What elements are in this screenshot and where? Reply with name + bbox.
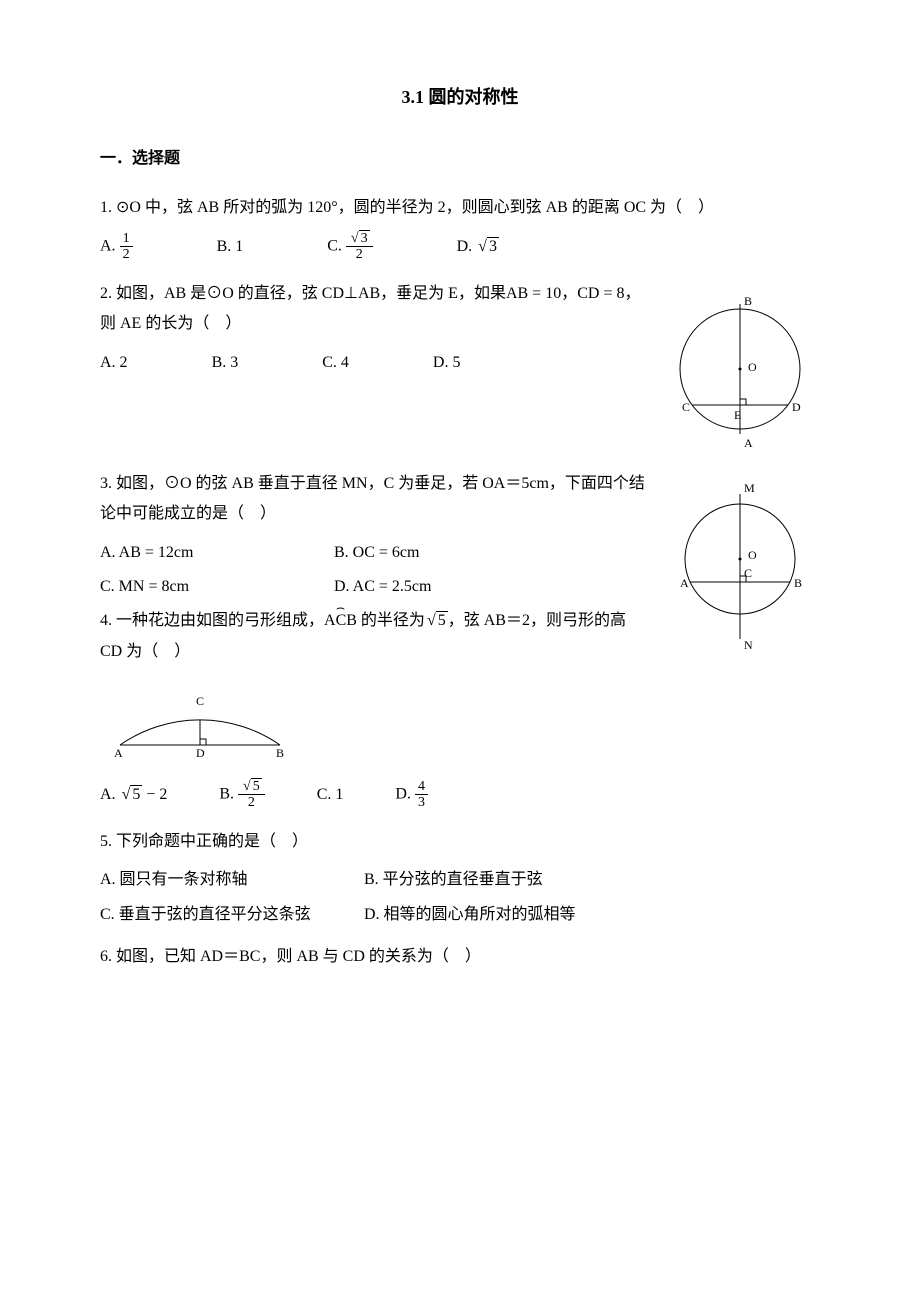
svg-text:C: C xyxy=(682,400,690,414)
q3-opt-a: A. AB = 12cm xyxy=(100,538,330,568)
q3-opt-d: D. AC = 2.5cm xyxy=(334,572,564,602)
q2-opt-c: C. 4 xyxy=(322,348,349,378)
q4-opt-a: A. 5 − 2 xyxy=(100,780,167,810)
svg-text:D: D xyxy=(792,400,801,414)
sqrt: 3 xyxy=(476,232,499,262)
fraction: 4 3 xyxy=(415,779,428,811)
q2-opt-d: D. 5 xyxy=(433,348,461,378)
svg-text:B: B xyxy=(276,746,284,760)
q1-opt-c: C. 3 2 xyxy=(327,231,372,263)
svg-text:D: D xyxy=(196,746,205,760)
q3-opt-c: C. MN = 8cm xyxy=(100,572,330,602)
q4-options: A. 5 − 2 B. 5 2 C. 1 D. 4 3 xyxy=(100,779,820,811)
question-6: 6. 如图，已知 AD＝BC，则 AB 与 CD 的关系为（ ） xyxy=(100,942,820,972)
q2-opt-b: B. 3 xyxy=(212,348,239,378)
q3-opt-b: B. OC = 6cm xyxy=(334,538,564,568)
svg-text:E: E xyxy=(734,408,741,422)
question-3: 3. 如图，⊙O 的弦 AB 垂直于直径 MN，C 为垂足，若 OA＝5cm，下… xyxy=(100,469,820,530)
q4-opt-b: B. 5 2 xyxy=(219,779,264,811)
q5-opt-d: D. 相等的圆心角所对的弧相等 xyxy=(364,900,624,930)
fraction: 1 2 xyxy=(120,231,133,263)
q2-opt-a: A. 2 xyxy=(100,348,128,378)
q4-opt-d: D. 4 3 xyxy=(395,779,428,811)
svg-text:O: O xyxy=(748,360,757,374)
sqrt: 3 xyxy=(349,231,370,246)
sqrt: 5 xyxy=(241,779,262,794)
section-heading: 一．选择题 xyxy=(100,144,820,174)
q5-opt-c: C. 垂直于弦的直径平分这条弦 xyxy=(100,900,360,930)
svg-text:O: O xyxy=(748,548,757,562)
q1-opt-a: A. 1 2 xyxy=(100,231,133,263)
question-2: 2. 如图，AB 是⊙O 的直径，弦 CD⊥AB，垂足为 E，如果AB = 10… xyxy=(100,279,820,340)
fraction: 3 2 xyxy=(346,231,373,263)
svg-text:A: A xyxy=(744,436,753,450)
q1-options: A. 1 2 B. 1 C. 3 2 D. 3 xyxy=(100,231,820,263)
page-title: 3.1 圆的对称性 xyxy=(100,80,820,114)
arc-notation: ⌢ACB xyxy=(324,606,357,636)
svg-text:A: A xyxy=(680,576,689,590)
q1-opt-d: D. 3 xyxy=(457,232,499,262)
svg-text:A: A xyxy=(114,746,123,760)
question-4: 4. 一种花边由如图的弓形组成，⌢ACB 的半径为5，弦 AB＝2，则弓形的高 … xyxy=(100,606,820,667)
fraction: 5 2 xyxy=(238,779,265,811)
q5-opt-a: A. 圆只有一条对称轴 xyxy=(100,865,360,895)
q5-opt-b: B. 平分弦的直径垂直于弦 xyxy=(364,865,624,895)
svg-text:C: C xyxy=(744,566,752,580)
question-1: 1. ⊙O 中，弦 AB 所对的弧为 120°，圆的半径为 2，则圆心到弦 AB… xyxy=(100,193,820,223)
q4-opt-c: C. 1 xyxy=(317,780,344,810)
svg-text:C: C xyxy=(196,694,204,708)
q1-opt-b: B. 1 xyxy=(217,232,244,262)
svg-text:B: B xyxy=(794,576,802,590)
q5-options: A. 圆只有一条对称轴 B. 平分弦的直径垂直于弦 C. 垂直于弦的直径平分这条… xyxy=(100,865,820,930)
sqrt: 5 xyxy=(425,606,448,636)
question-5: 5. 下列命题中正确的是（ ） xyxy=(100,827,820,857)
q4-figure: A B C D xyxy=(100,685,820,765)
sqrt: 5 xyxy=(120,780,143,810)
